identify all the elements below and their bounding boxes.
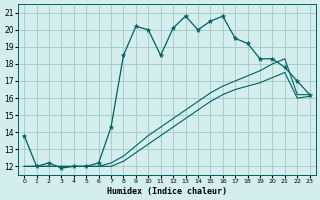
X-axis label: Humidex (Indice chaleur): Humidex (Indice chaleur) [107, 187, 227, 196]
